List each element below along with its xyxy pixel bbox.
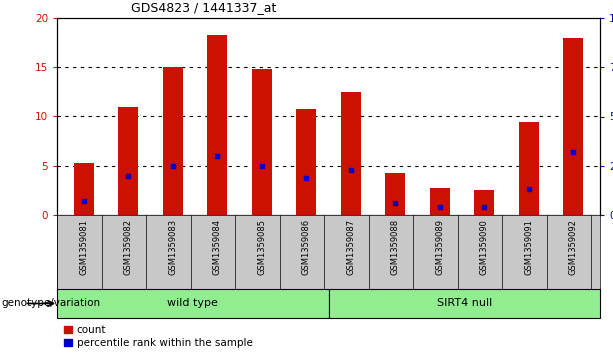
Bar (252, 69, 272, 215)
Legend: count, percentile rank within the sample: count, percentile rank within the sample (62, 323, 255, 351)
Text: GSM1359085: GSM1359085 (257, 219, 266, 275)
Text: genotype/variation: genotype/variation (1, 298, 101, 309)
Bar (341, 92, 361, 215)
Bar (162, 67, 183, 215)
Text: GSM1359089: GSM1359089 (435, 219, 444, 275)
Bar (118, 107, 138, 215)
Text: GSM1359084: GSM1359084 (213, 219, 222, 275)
Text: GSM1359086: GSM1359086 (302, 219, 311, 275)
Bar (474, 190, 494, 215)
Text: wild type: wild type (167, 298, 218, 309)
Bar (519, 122, 539, 215)
Text: GSM1359081: GSM1359081 (79, 219, 88, 275)
Bar (563, 38, 584, 215)
Bar (74, 163, 94, 215)
Bar (296, 109, 316, 215)
Text: GSM1359091: GSM1359091 (524, 219, 533, 274)
Text: GSM1359090: GSM1359090 (480, 219, 489, 274)
Text: GDS4823 / 1441337_at: GDS4823 / 1441337_at (131, 1, 276, 14)
Text: GSM1359083: GSM1359083 (168, 219, 177, 275)
Text: GSM1359082: GSM1359082 (124, 219, 132, 275)
Text: GSM1359092: GSM1359092 (569, 219, 578, 274)
Text: GSM1359087: GSM1359087 (346, 219, 356, 275)
Bar (329, 289, 600, 318)
Text: GSM1359088: GSM1359088 (390, 219, 400, 275)
Bar (57, 289, 329, 318)
Bar (430, 188, 450, 215)
Bar (385, 173, 405, 215)
Bar (207, 35, 227, 215)
Text: SIRT4 null: SIRT4 null (436, 298, 492, 309)
